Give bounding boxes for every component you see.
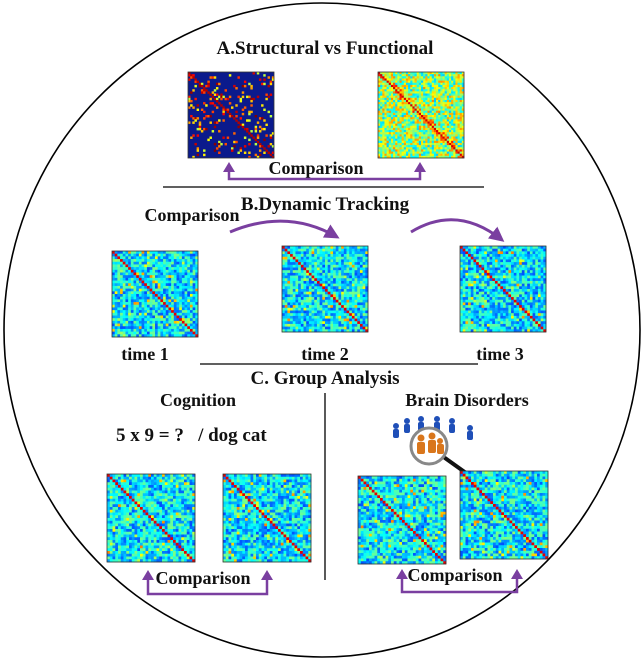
time-label-3: time 3 (476, 344, 523, 364)
functional-matrix (377, 71, 465, 159)
people-magnifier-icon (393, 416, 473, 475)
cognition-matrix-2 (222, 473, 312, 563)
structural-matrix (187, 71, 275, 159)
time-label-2: time 2 (301, 344, 348, 364)
cognition-comparison-bracket (146, 578, 269, 596)
cognition-matrix-1 (106, 473, 196, 563)
section-a-comparison-label: Comparison (268, 158, 363, 178)
time2-matrix (281, 245, 369, 333)
disorders-matrix-1 (357, 475, 447, 565)
section-c-title: C. Group Analysis (250, 368, 399, 389)
disorders-arrowhead-left (396, 569, 408, 579)
section-a-title: A.Structural vs Functional (217, 38, 434, 59)
disorders-title: Brain Disorders (405, 390, 529, 410)
time1-matrix (111, 250, 199, 338)
cognition-arrowhead-left (142, 570, 154, 580)
time-label-1: time 1 (121, 344, 168, 364)
section-a-comparison-bracket (227, 170, 422, 181)
disorders-comparison-bracket (400, 577, 519, 594)
cognition-title: Cognition (160, 390, 236, 410)
cognition-arrowhead-right (261, 570, 273, 580)
section-a-arrowhead-right (414, 162, 426, 172)
section-b-title: B.Dynamic Tracking (241, 194, 410, 215)
disorders-arrowhead-right (511, 569, 523, 579)
disorders-matrix-2 (459, 470, 549, 560)
time3-matrix (459, 245, 547, 333)
outer-circle (3, 2, 641, 658)
arrow-time2-to-time3 (410, 218, 505, 242)
cognition-comparison-label: Comparison (155, 568, 250, 588)
disorders-comparison-label: Comparison (407, 565, 502, 585)
section-b-comparison-label: Comparison (144, 205, 239, 225)
section-a-arrowhead-left (223, 162, 235, 172)
cognition-task-text: 5 x 9 = ? / dog cat (116, 425, 267, 446)
arrow-time1-to-time2 (229, 219, 340, 239)
